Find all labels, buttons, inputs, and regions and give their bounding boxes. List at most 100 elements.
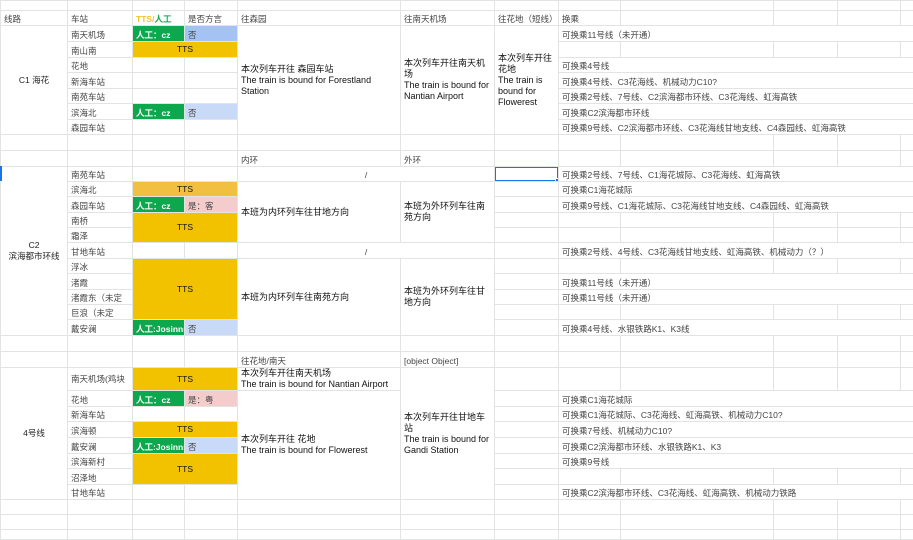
station[interactable]: 沼泽地 [68,469,133,485]
manual-badge[interactable]: 人工:Josinns [133,320,185,336]
station[interactable]: 南山南 [68,42,133,58]
cell[interactable] [559,1,621,11]
cell[interactable] [559,530,621,540]
transfer-cell[interactable]: 可换乘9号线、C1海花城际、C3花海线甘地支线、C4森园线、虹海高铁 [559,197,913,213]
station[interactable]: 森园车站 [68,120,133,135]
cell[interactable] [401,515,495,530]
transfer-cell[interactable]: 可换乘2号线、4号线、C3花海线甘地支线、虹海高铁、机械动力（？） [559,243,913,259]
tts-badge[interactable]: TTS [133,422,238,438]
cell[interactable] [401,530,495,540]
cell[interactable] [774,213,838,228]
cell[interactable] [133,89,185,104]
cell[interactable] [401,336,495,352]
cell[interactable] [1,1,68,11]
cell[interactable] [133,336,185,352]
cell[interactable] [185,243,238,259]
cell[interactable] [238,515,401,530]
station[interactable]: 巨浪（未定 [68,305,133,320]
cell[interactable] [185,89,238,104]
cell[interactable] [838,228,901,243]
cell[interactable] [774,469,838,485]
cell[interactable] [185,500,238,515]
dialect-no[interactable]: 否 [185,320,238,336]
cell[interactable] [495,368,559,391]
cell[interactable] [133,58,185,73]
cell[interactable] [1,515,68,530]
station[interactable]: 南天机场 [68,26,133,42]
transfer-cell[interactable]: 可换乘C2滨海都市环线 [559,104,913,120]
cell[interactable] [901,135,913,151]
cell[interactable] [133,167,185,182]
cell[interactable] [838,530,901,540]
cell[interactable] [838,213,901,228]
cell[interactable] [901,1,913,11]
cell[interactable] [621,352,774,368]
cell[interactable] [401,1,495,11]
cell[interactable] [774,530,838,540]
cell[interactable] [185,167,238,182]
cell[interactable] [495,422,559,438]
cell[interactable] [495,305,559,320]
cell[interactable] [68,151,133,167]
cell[interactable] [185,135,238,151]
header-line[interactable]: 线路 [1,11,68,26]
cell[interactable] [68,352,133,368]
cell[interactable] [901,368,913,391]
cell[interactable] [774,151,838,167]
cell[interactable] [559,352,621,368]
cell[interactable] [238,530,401,540]
cell[interactable] [774,42,838,58]
cell[interactable] [495,213,559,228]
cell[interactable] [185,73,238,89]
dialect-no[interactable]: 否 [185,438,238,454]
cell[interactable] [1,151,68,167]
header-station[interactable]: 车站 [68,11,133,26]
cell[interactable] [1,336,68,352]
cell[interactable] [185,336,238,352]
cell[interactable] [185,530,238,540]
cell[interactable] [133,530,185,540]
cell[interactable] [495,290,559,305]
transfer-cell[interactable]: 可换乘2号线、7号线、C1海花城际、C3花海线、虹海高铁 [559,167,913,182]
cell[interactable] [774,305,838,320]
cell[interactable] [901,336,913,352]
station[interactable]: 南苑车站 [68,89,133,104]
cell[interactable] [838,1,901,11]
c2-outer-header[interactable]: 外环 [401,151,495,167]
cell[interactable] [495,320,559,336]
cell[interactable] [774,352,838,368]
cell[interactable] [901,469,913,485]
cell[interactable] [774,228,838,243]
cell[interactable] [621,305,774,320]
cell[interactable] [495,391,559,407]
cell[interactable] [495,259,559,274]
cell[interactable] [621,368,774,391]
cell[interactable] [901,305,913,320]
station[interactable]: 滨海北 [68,182,133,197]
cell[interactable] [238,135,401,151]
cell[interactable] [621,11,774,26]
cell[interactable] [838,352,901,368]
cell[interactable] [559,213,621,228]
c2-inner-to-gandi[interactable]: 本班为内环列车往甘地方向 [238,182,401,243]
c2-inner-to-nanyuan[interactable]: 本班为内环列车往南苑方向 [238,259,401,336]
transfer-cell[interactable]: 可换乘C2滨海都市环线、水银铁路K1、K3 [559,438,913,454]
header-tts-manual[interactable]: TTS/人工 [133,11,185,26]
cell[interactable] [133,515,185,530]
cell[interactable] [1,500,68,515]
cell[interactable] [495,336,559,352]
cell[interactable] [838,305,901,320]
dialect-yes[interactable]: 是：客 [185,197,238,213]
cell[interactable] [901,530,913,540]
cell[interactable] [621,469,774,485]
cell[interactable] [133,73,185,89]
cell[interactable] [185,515,238,530]
cell[interactable] [559,135,621,151]
cell[interactable] [68,500,133,515]
transfer-cell[interactable]: 可换乘4号线 [559,58,913,73]
cell[interactable] [559,228,621,243]
cell[interactable] [133,1,185,11]
cell[interactable] [238,1,401,11]
